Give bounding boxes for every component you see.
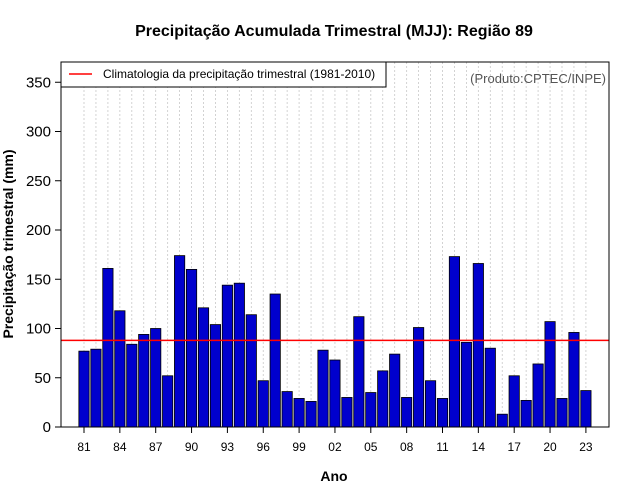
bar-2013 [460, 341, 472, 428]
bar-2014 [472, 263, 484, 428]
y-axis-ticks: 0 50 100 150 200 250 300 350 [26, 74, 61, 436]
x-tick-label: 96 [257, 440, 271, 454]
bar-2003 [341, 397, 353, 428]
bar-2002 [329, 359, 341, 428]
bar-2012 [448, 256, 460, 428]
x-axis-label: Ano [320, 468, 347, 484]
bar-2007 [389, 353, 401, 428]
legend: Climatologia da precipitação trimestral … [60, 61, 387, 88]
bar-1995 [245, 314, 257, 428]
bar-2022 [568, 332, 580, 428]
y-tick-label: 50 [34, 370, 51, 387]
y-tick-label: 200 [26, 222, 51, 239]
bar-2016 [496, 413, 508, 428]
bar-2017 [508, 375, 520, 428]
y-tick-label: 350 [26, 74, 51, 91]
product-credit: (Produto:CPTEC/INPE) [470, 71, 606, 86]
bar-2006 [377, 370, 389, 428]
bar-1997 [269, 293, 281, 428]
x-tick-label: 93 [221, 440, 235, 454]
bar-1986 [138, 334, 150, 428]
legend-box [60, 61, 387, 88]
x-tick-label: 90 [185, 440, 199, 454]
y-tick-label: 300 [26, 124, 51, 141]
bar-2011 [436, 398, 449, 428]
bar-1994 [233, 282, 245, 428]
bar-2010 [424, 380, 437, 428]
bar-1990 [185, 268, 198, 428]
bar-2015 [484, 347, 496, 428]
bar-2004 [353, 316, 365, 428]
y-tick-label: 0 [43, 419, 51, 436]
x-tick-label: 05 [364, 440, 378, 454]
y-tick-label: 250 [26, 173, 51, 190]
x-tick-label: 17 [508, 440, 522, 454]
x-tick-label: 84 [113, 440, 127, 454]
x-tick-label: 14 [472, 440, 486, 454]
bar-1991 [197, 307, 210, 428]
bar-2005 [365, 392, 377, 428]
x-axis-ticks: 81 84 87 90 93 96 99 02 05 08 11 14 17 20 23 [77, 427, 593, 454]
x-tick-label: 11 [436, 440, 449, 454]
bar-2008 [401, 397, 413, 428]
bar-2023 [580, 390, 592, 428]
bar-2021 [556, 398, 568, 428]
bar-2020 [544, 321, 556, 428]
bar-1987 [150, 328, 162, 428]
bar-1985 [126, 343, 138, 428]
x-tick-label: 81 [77, 440, 91, 454]
legend-climatology-label: Climatologia da precipitação trimestral … [103, 67, 375, 81]
bar-2009 [413, 327, 425, 428]
bar-1982 [90, 348, 102, 428]
x-tick-label: 23 [579, 440, 593, 454]
y-tick-label: 100 [26, 321, 51, 338]
bar-1983 [102, 268, 114, 428]
x-tick-label: 87 [149, 440, 163, 454]
bar-1989 [174, 255, 186, 428]
bar-2019 [532, 363, 544, 428]
x-tick-label: 99 [292, 440, 306, 454]
bar-1998 [281, 391, 293, 428]
chart-title: Precipitação Acumulada Trimestral (MJJ):… [135, 23, 533, 40]
y-axis-label: Precipitação trimestral (mm) [0, 149, 16, 338]
y-tick-label: 150 [26, 271, 51, 288]
bar-2000 [305, 400, 317, 428]
x-tick-label: 08 [400, 440, 414, 454]
bar-1993 [221, 284, 233, 428]
bar-2001 [317, 349, 329, 428]
bar-1984 [114, 310, 126, 428]
bars [78, 255, 592, 428]
bar-1999 [293, 398, 305, 428]
x-tick-label: 20 [543, 440, 557, 454]
x-tick-label: 02 [328, 440, 342, 454]
bar-1996 [257, 380, 269, 428]
bar-1988 [162, 375, 174, 428]
bar-2018 [520, 399, 532, 428]
bar-1981 [78, 350, 90, 428]
